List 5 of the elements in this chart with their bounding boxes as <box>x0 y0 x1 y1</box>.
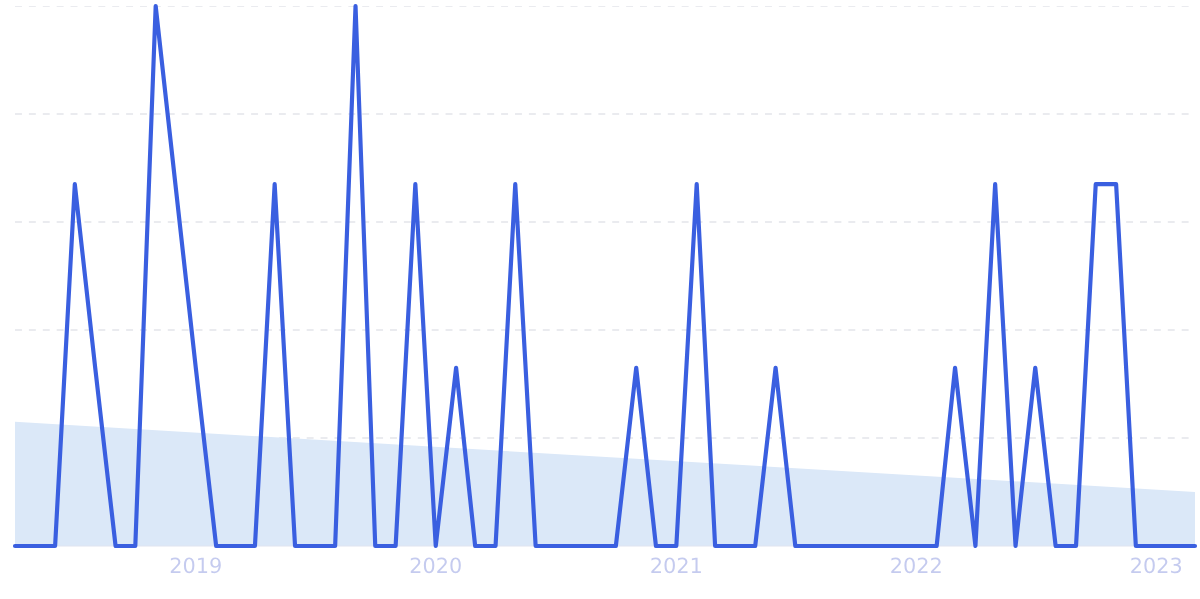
x-tick-label: 2021 <box>651 557 701 574</box>
x-tick-label: 2019 <box>170 557 221 574</box>
x-tick-label: 2020 <box>410 557 461 574</box>
x-tick-label: 2023 <box>1131 557 1182 574</box>
x-tick-label: 2022 <box>891 557 941 574</box>
